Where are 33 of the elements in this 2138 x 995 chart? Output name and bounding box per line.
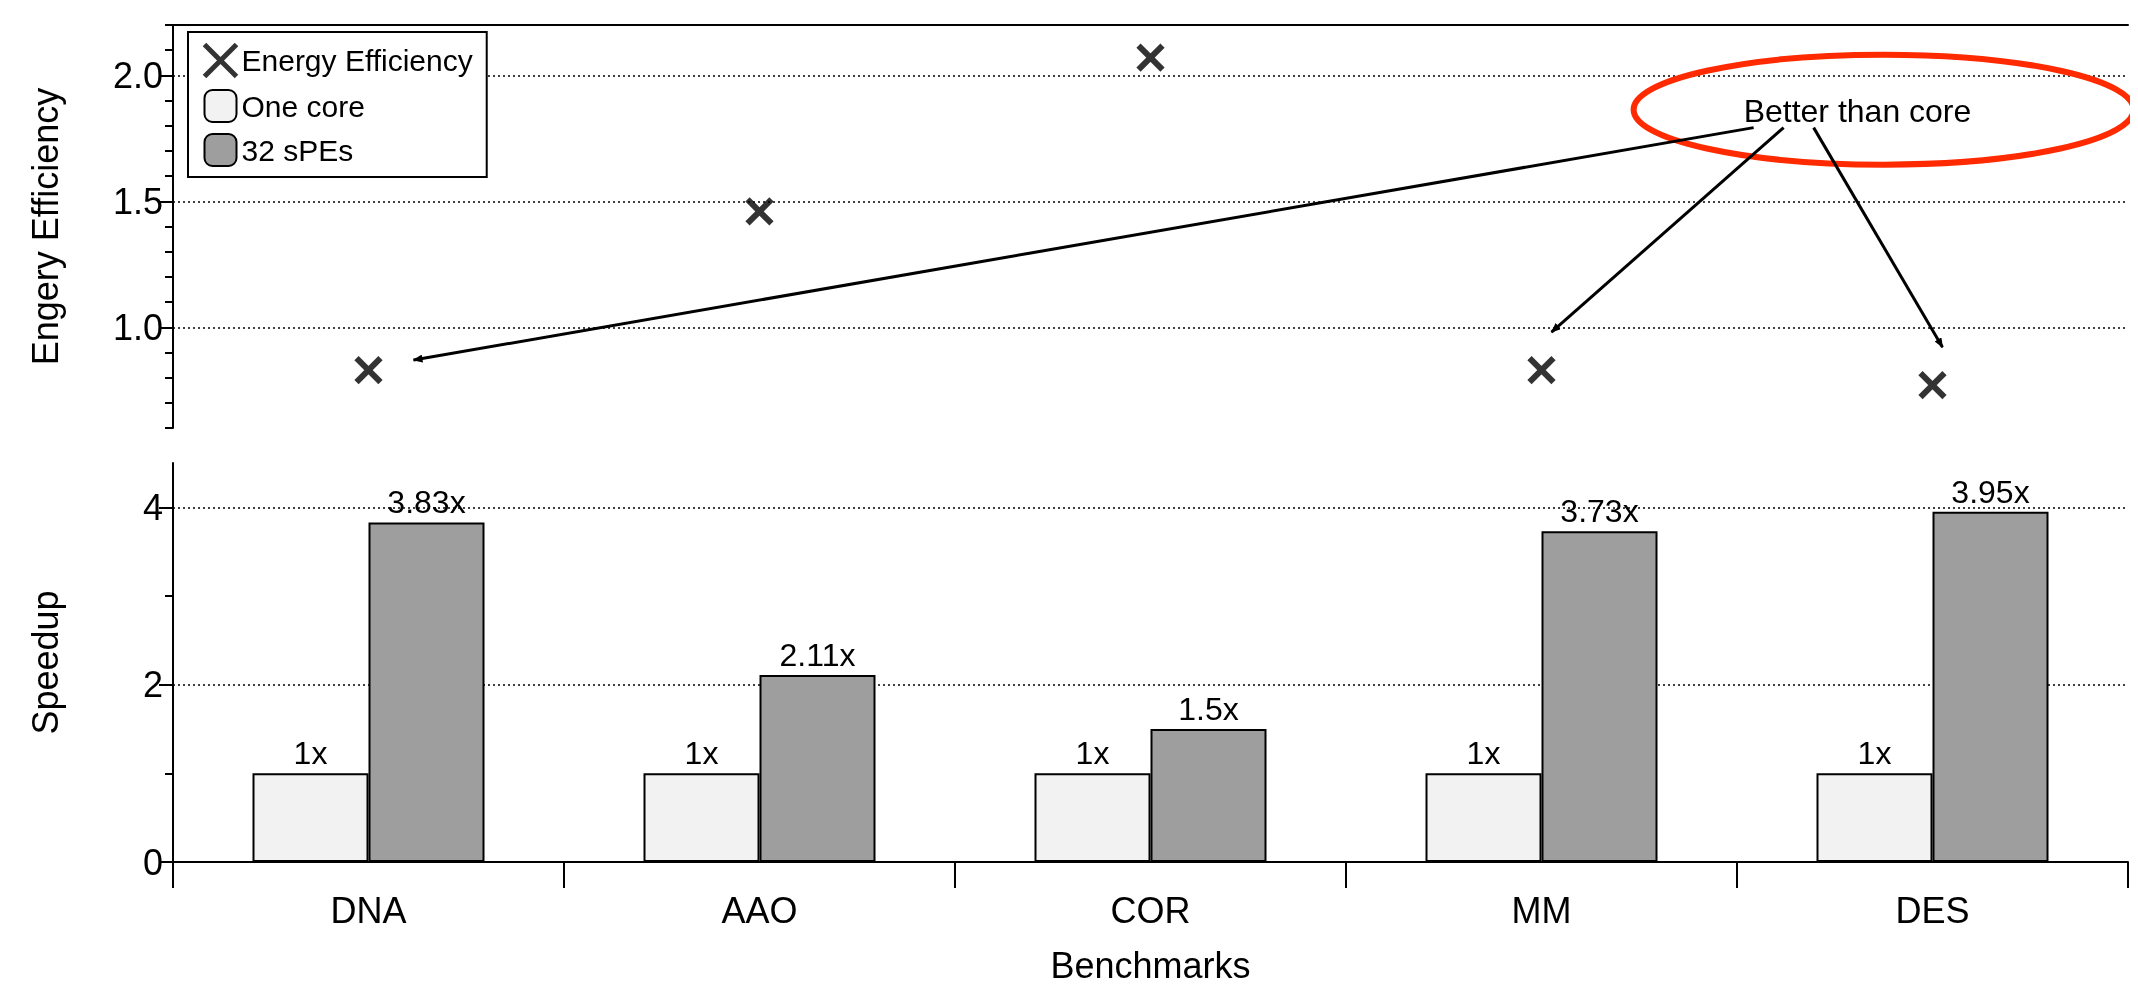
data-label: 1x [684, 735, 719, 772]
y-tick-label: 1.5 [112, 180, 163, 222]
data-label: 3.95x [1951, 473, 2030, 510]
data-label: 1x [1857, 735, 1892, 772]
point [1135, 42, 1166, 73]
y-tick-label: 0 [142, 841, 163, 883]
y-tick-label: 2.0 [112, 54, 163, 96]
x-axis-title: Benchmarks [1050, 944, 1251, 986]
x-tick-label: DES [1895, 889, 1970, 931]
data-label: 1.5x [1178, 691, 1239, 727]
y-axis-title: Speedup [24, 590, 66, 735]
data-label: 3.73x [1560, 493, 1639, 530]
legend-label: Energy Efficiency [241, 44, 473, 77]
y-axis-title: Engery Efficiency [24, 87, 66, 366]
x-tick-label: DNA [330, 889, 407, 931]
annotation: Better than core [1743, 92, 1972, 129]
data-label: 2.11x [779, 636, 856, 673]
text: One core [241, 89, 365, 123]
x-tick-label: MM [1511, 889, 1572, 931]
y-tick-label: 2 [142, 664, 163, 706]
point [353, 355, 384, 386]
point [1526, 355, 1557, 386]
y-tick-label: 1.0 [112, 306, 163, 348]
x-tick-label: COR [1110, 889, 1191, 931]
data-label: 3.83x [387, 484, 466, 521]
point [1917, 370, 1948, 401]
data-label: 1x [1075, 735, 1110, 772]
data-label: 1x [293, 735, 328, 772]
x-tick-label: AAO [721, 889, 798, 931]
point [744, 196, 775, 227]
text: 32 sPEs [241, 133, 354, 167]
y-tick-label: 4 [142, 486, 163, 528]
data-label: 1x [1466, 735, 1501, 772]
